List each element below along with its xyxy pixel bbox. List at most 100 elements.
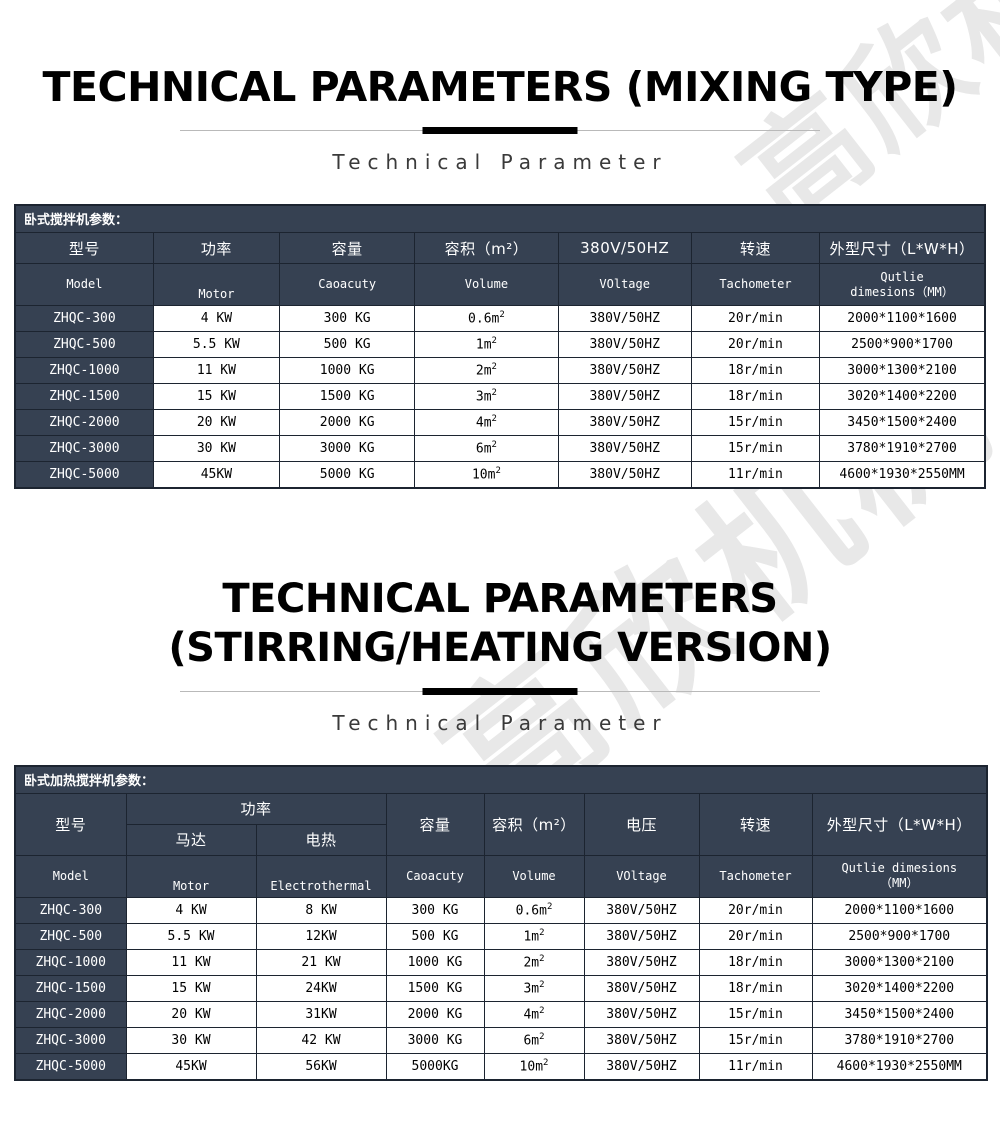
table-row: ZHQC-1500 15 KW 24KW 1500 KG 3m2 380V/50HZ 18r… [14, 974, 988, 1002]
cell-value: 380V/50HZ [583, 948, 700, 976]
page-title-heating-line2: (STIRRING/HEATING VERSION) [168, 624, 832, 671]
table-row: ZHQC-5000 45KW 5000 KG 10m2 380V/50HZ 11r/min… [14, 461, 986, 489]
col-header-model-en-2: Model [14, 854, 127, 898]
cell-value: 15r/min [698, 1026, 813, 1054]
cell-value: 45KW [152, 461, 281, 489]
cell-value: 4600*1930*2550MM [811, 1052, 988, 1081]
table-mixing-parameters: 卧式搅拌机参数： 型号 功率 容量 容积（m²） 380V/50HZ 转速 外型… [14, 204, 986, 490]
title-divider [180, 126, 820, 136]
cell-value: 380V/50HZ [583, 922, 700, 950]
dimensions-en-line1: Qutlie [880, 269, 924, 284]
cell-value: 20r/min [698, 896, 813, 924]
cell-model: ZHQC-300 [14, 305, 154, 333]
page-subtitle-mixing: Technical Parameter [332, 150, 668, 175]
cell-value: 20r/min [690, 305, 821, 333]
cell-value: 1500 KG [279, 383, 416, 411]
section-stirring-heating: TECHNICAL PARAMETERS (STIRRING/HEATING V… [0, 575, 1000, 735]
cell-value: 56KW [255, 1052, 387, 1081]
cell-volume: 1m2 [483, 922, 585, 950]
cell-value: 15 KW [125, 974, 257, 1002]
section-mixing-type: TECHNICAL PARAMETERS (MIXING TYPE) Techn… [0, 62, 1000, 174]
cell-value: 380V/50HZ [557, 435, 692, 463]
table-row: ZHQC-1500 15 KW 1500 KG 3m2 380V/50HZ 18r/min… [14, 383, 986, 411]
col-header-model-cn-2: 型号 [14, 792, 127, 856]
col-header-volume-en-2: Volume [483, 854, 585, 898]
cell-value: 5.5 KW [152, 331, 281, 359]
title-divider-2 [180, 687, 820, 697]
dimensions-en-2-line1: Qutlie dimesions [841, 861, 958, 876]
cell-value: 500 KG [279, 331, 416, 359]
table-row: ZHQC-5000 45KW 56KW 5000KG 10m2 380V/50HZ 11r/… [14, 1052, 988, 1081]
cell-value: 380V/50HZ [583, 1026, 700, 1054]
cell-value: 380V/50HZ [557, 383, 692, 411]
divider-bar-2 [422, 687, 578, 695]
dimensions-en-2-line2: （MM） [880, 876, 919, 891]
cell-model: ZHQC-5000 [14, 461, 154, 489]
col-header-volume-cn-2: 容积（m²） [483, 792, 585, 856]
cell-value: 5000KG [385, 1052, 485, 1081]
cell-value: 3000*1300*2100 [811, 948, 988, 976]
cell-value: 3000*1300*2100 [819, 357, 986, 385]
cell-value: 31KW [255, 1000, 387, 1028]
cell-volume: 0.6m2 [483, 896, 585, 924]
cell-value: 18r/min [698, 974, 813, 1002]
col-header-voltage-cn-2: 电压 [583, 792, 700, 856]
cell-value: 3020*1400*2200 [819, 383, 986, 411]
col-header-model-en: Model [14, 263, 154, 307]
cell-volume: 2m2 [414, 357, 559, 385]
table-row: ZHQC-2000 20 KW 2000 KG 4m2 380V/50HZ 15r/min… [14, 409, 986, 437]
cell-value: 15r/min [690, 435, 821, 463]
cell-value: 11 KW [152, 357, 281, 385]
cell-value: 18r/min [690, 383, 821, 411]
cell-value: 12KW [255, 922, 387, 950]
table-row: ZHQC-3000 30 KW 42 KW 3000 KG 6m2 380V/50HZ 15… [14, 1026, 988, 1054]
col-header-capacity-cn: 容量 [279, 232, 416, 265]
table-caption-row-2: 卧式加热搅拌机参数： [14, 765, 988, 794]
cell-value: 15r/min [690, 409, 821, 437]
cell-volume: 6m2 [414, 435, 559, 463]
cell-value: 380V/50HZ [583, 1052, 700, 1081]
table-caption: 卧式搅拌机参数： [14, 204, 986, 234]
cell-value: 20 KW [125, 1000, 257, 1028]
table-mixing-body: ZHQC-300 4 KW 300 KG 0.6m2 380V/50HZ 20r/min 2… [14, 305, 986, 489]
cell-value: 30 KW [152, 435, 281, 463]
cell-value: 11r/min [690, 461, 821, 489]
table-header-row-cn: 型号 功率 容量 容积（m²） 380V/50HZ 转速 外型尺寸（L*W*H） [14, 232, 986, 265]
cell-model: ZHQC-3000 [14, 1026, 127, 1054]
table-heating-wrapper: 卧式加热搅拌机参数： 型号 功率 容量 容积（m²） 电压 转速 外型尺寸（L*… [0, 764, 1000, 1081]
cell-value: 30 KW [125, 1026, 257, 1054]
cell-value: 15 KW [152, 383, 281, 411]
table-row: ZHQC-3000 30 KW 3000 KG 6m2 380V/50HZ 15r/min… [14, 435, 986, 463]
cell-value: 3450*1500*2400 [819, 409, 986, 437]
page-subtitle-heating: Technical Parameter [332, 710, 668, 735]
col-header-power-cn: 功率 [152, 232, 281, 265]
cell-model: ZHQC-1000 [14, 948, 127, 976]
cell-value: 3000 KG [279, 435, 416, 463]
col-header-electrothermal-en-2: Electrothermal [255, 854, 387, 898]
table-row: ZHQC-1000 11 KW 1000 KG 2m2 380V/50HZ 18r/min… [14, 357, 986, 385]
cell-value: 3020*1400*2200 [811, 974, 988, 1002]
cell-value: 3450*1500*2400 [811, 1000, 988, 1028]
col-header-dimensions-en-2: Qutlie dimesions （MM） [811, 854, 988, 898]
cell-value: 2000*1100*1600 [811, 896, 988, 924]
cell-value: 42 KW [255, 1026, 387, 1054]
table-heating-body: ZHQC-300 4 KW 8 KW 300 KG 0.6m2 380V/50HZ 20r/… [14, 896, 988, 1081]
cell-value: 4600*1930*2550MM [819, 461, 986, 489]
table-row: ZHQC-300 4 KW 300 KG 0.6m2 380V/50HZ 20r/min 2… [14, 305, 986, 333]
col-header-motor-en: Motor [152, 263, 281, 307]
cell-value: 380V/50HZ [583, 1000, 700, 1028]
cell-value: 1000 KG [385, 948, 485, 976]
cell-volume: 6m2 [483, 1026, 585, 1054]
page-title-mixing: TECHNICAL PARAMETERS (MIXING TYPE) [42, 63, 959, 111]
cell-value: 500 KG [385, 922, 485, 950]
cell-model: ZHQC-2000 [14, 409, 154, 437]
cell-value: 18r/min [690, 357, 821, 385]
col-header-volume-en: Volume [414, 263, 559, 307]
cell-value: 8 KW [255, 896, 387, 924]
col-header-voltage-en: VOltage [557, 263, 692, 307]
table-heating-parameters: 卧式加热搅拌机参数： 型号 功率 容量 容积（m²） 电压 转速 外型尺寸（L*… [14, 764, 989, 1081]
table-header-row-cn-top: 型号 功率 容量 容积（m²） 电压 转速 外型尺寸（L*W*H） [14, 792, 988, 856]
cell-volume: 4m2 [483, 1000, 585, 1028]
cell-volume: 3m2 [483, 974, 585, 1002]
cell-volume: 1m2 [414, 331, 559, 359]
